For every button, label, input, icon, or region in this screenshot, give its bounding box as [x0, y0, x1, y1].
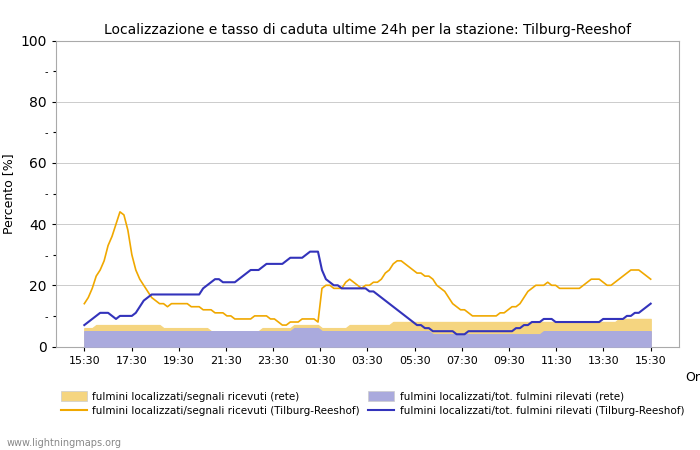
Y-axis label: Percento [%]: Percento [%]: [2, 153, 15, 234]
Legend: fulmini localizzati/segnali ricevuti (rete), fulmini localizzati/segnali ricevut: fulmini localizzati/segnali ricevuti (re…: [61, 392, 684, 416]
Text: www.lightningmaps.org: www.lightningmaps.org: [7, 438, 122, 448]
Text: Orario: Orario: [685, 371, 700, 384]
Title: Localizzazione e tasso di caduta ultime 24h per la stazione: Tilburg-Reeshof: Localizzazione e tasso di caduta ultime …: [104, 22, 631, 36]
